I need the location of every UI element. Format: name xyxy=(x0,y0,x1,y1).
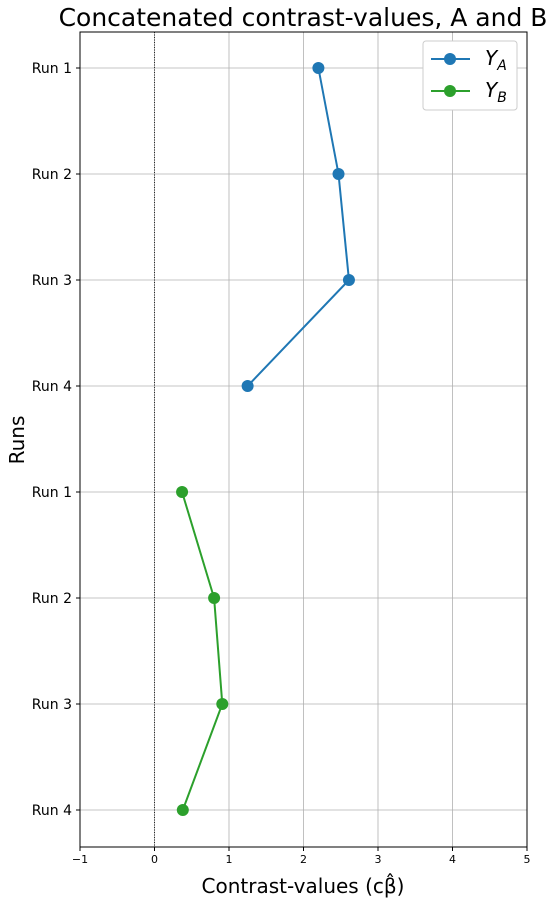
y-tick-label: Run 3 xyxy=(32,273,72,289)
y-tick-label: Run 3 xyxy=(32,697,72,713)
data-point xyxy=(241,380,254,392)
legend-entry-subscript: A xyxy=(496,58,507,74)
legend-entry-base: Y xyxy=(485,46,499,70)
data-point xyxy=(176,804,189,816)
legend-entry-label: YA xyxy=(485,46,507,74)
x-tick-label: 2 xyxy=(300,853,307,866)
legend-entry-base: Y xyxy=(485,78,499,102)
y-tick-label: Run 1 xyxy=(32,485,72,501)
data-point xyxy=(332,168,345,180)
y-tick-label: Run 4 xyxy=(32,379,72,395)
grid xyxy=(79,32,528,847)
data-point xyxy=(312,62,325,74)
y-tick-label: Run 2 xyxy=(32,591,72,607)
y-tick-label: Run 4 xyxy=(32,803,72,819)
y-tick-labels: Run 1 Run 2 Run 3 Run 4 Run 1 Run 2 Run 3 Run 4 xyxy=(32,61,80,819)
y-axis-label: Runs xyxy=(5,416,29,465)
data-point xyxy=(216,698,229,710)
x-tick-label: 3 xyxy=(375,853,382,866)
legend-entry-label: YB xyxy=(485,78,507,106)
data-point xyxy=(176,486,189,498)
x-tick-label: 0 xyxy=(151,853,158,866)
series-layer xyxy=(176,62,355,816)
data-point xyxy=(208,592,221,604)
series-line-y-b xyxy=(181,491,224,811)
legend-entry-subscript: B xyxy=(497,90,507,106)
legend-marker xyxy=(444,53,456,65)
x-tick-labels: −1 0 1 2 3 4 5 xyxy=(72,847,531,866)
x-tick-label: 4 xyxy=(449,853,456,866)
legend-marker xyxy=(444,85,456,97)
series-line-y-a xyxy=(246,67,350,387)
x-axis-label: Contrast-values (cβ̂) xyxy=(202,873,405,898)
data-point xyxy=(342,274,355,286)
y-tick-label: Run 1 xyxy=(32,61,72,77)
x-tick-label: 5 xyxy=(524,853,531,866)
x-tick-label: −1 xyxy=(72,853,88,866)
y-tick-label: Run 2 xyxy=(32,167,72,183)
chart-title: Concatenated contrast-values, A and B xyxy=(59,3,548,32)
x-tick-label: 1 xyxy=(226,853,233,866)
